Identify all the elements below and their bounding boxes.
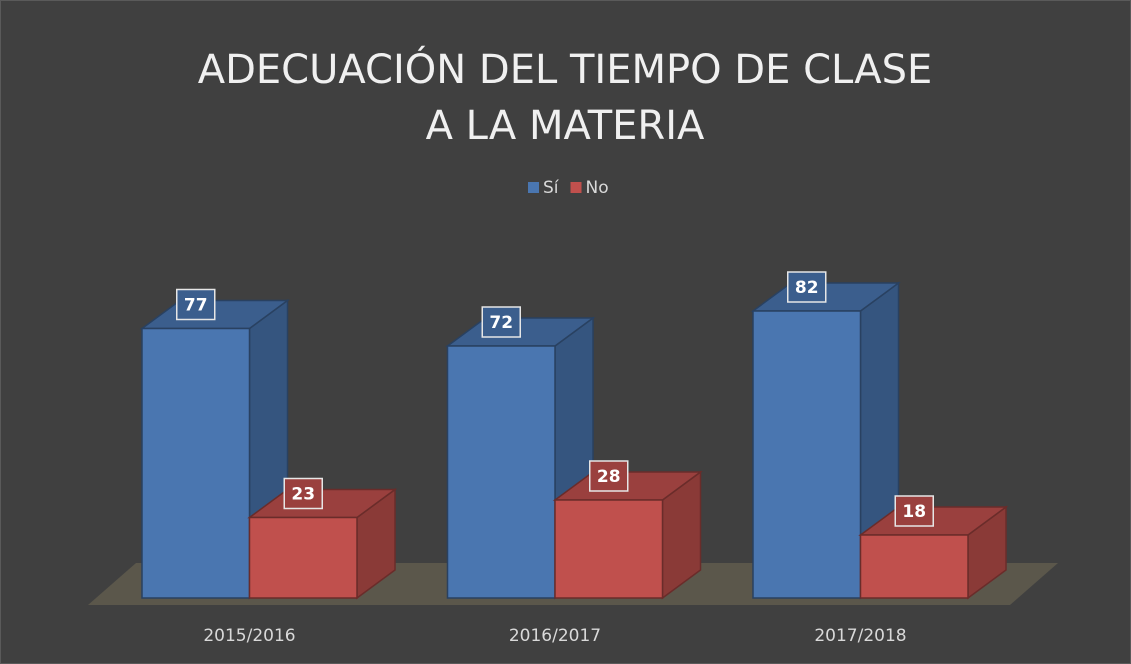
data-label: 18 <box>902 502 926 522</box>
data-label-box <box>787 271 827 303</box>
x-tick-label: 2015/2016 <box>203 626 295 646</box>
bar-front <box>446 345 556 599</box>
data-label-box <box>589 460 629 492</box>
legend: Sí No <box>528 178 609 198</box>
x-tick-label: 2016/2017 <box>509 626 601 646</box>
chart-title: ADECUACIÓN DEL TIEMPO DE CLASE <box>198 45 933 93</box>
legend-label: No <box>586 178 609 198</box>
x-tick-label: 2017/2018 <box>814 626 906 646</box>
data-label: 77 <box>184 296 208 316</box>
bar <box>552 470 703 600</box>
data-label: 28 <box>597 467 621 487</box>
data-label-box <box>283 477 323 510</box>
bar-front <box>752 310 862 599</box>
chart-title: A LA MATERIA <box>426 103 705 149</box>
bar-front <box>248 516 358 599</box>
bar-front <box>141 327 251 599</box>
legend-swatch <box>570 182 582 193</box>
bar <box>750 281 901 600</box>
data-label: 23 <box>291 485 315 505</box>
legend-swatch <box>528 182 539 193</box>
data-label-box <box>176 288 216 321</box>
data-label: 72 <box>489 313 513 333</box>
data-label-box <box>481 306 521 338</box>
legend-label: Sí <box>543 178 560 198</box>
data-label-box <box>894 495 934 527</box>
bar-front <box>859 534 969 599</box>
bar-front <box>554 499 664 599</box>
data-label: 82 <box>795 278 819 298</box>
